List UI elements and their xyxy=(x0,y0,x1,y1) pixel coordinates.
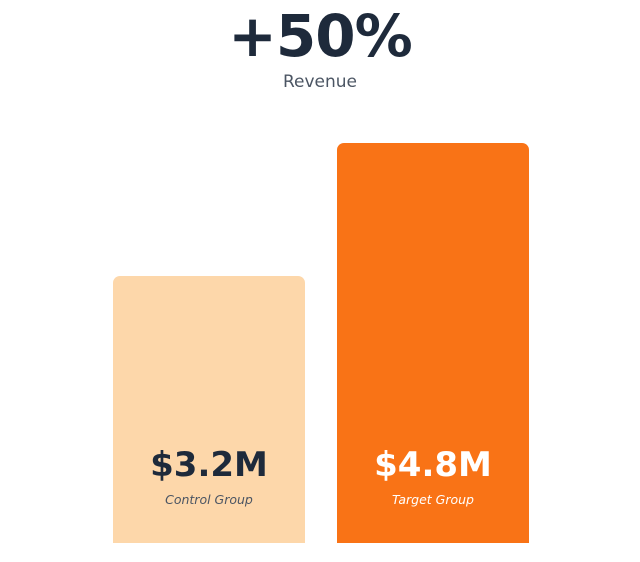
metric-label: Revenue xyxy=(282,72,358,92)
lift-headline: +50% xyxy=(228,2,412,70)
bar-target-group: $4.8M Target Group xyxy=(337,143,529,543)
bar-category-label: Target Group xyxy=(392,492,474,507)
bar-control-group: $3.2M Control Group xyxy=(113,276,305,543)
bar-value-label: $3.2M xyxy=(150,445,268,485)
bar-category-label: Control Group xyxy=(165,492,253,507)
bar-value-label: $4.8M xyxy=(374,445,492,485)
